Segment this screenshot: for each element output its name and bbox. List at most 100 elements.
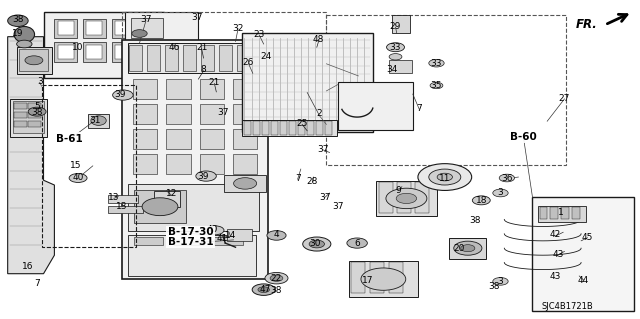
Bar	[227, 229, 252, 241]
Ellipse shape	[472, 196, 490, 205]
Text: 39: 39	[198, 172, 209, 181]
Bar	[128, 235, 256, 276]
Bar	[86, 21, 102, 35]
Ellipse shape	[25, 56, 43, 65]
Ellipse shape	[389, 54, 402, 60]
Text: 43: 43	[550, 272, 561, 281]
Text: 10: 10	[72, 43, 84, 52]
Text: 8: 8	[201, 65, 206, 74]
Bar	[133, 104, 157, 124]
Ellipse shape	[387, 43, 404, 52]
Bar	[128, 43, 259, 73]
Bar	[392, 15, 410, 33]
Bar	[540, 207, 547, 219]
Ellipse shape	[430, 82, 443, 89]
Ellipse shape	[386, 188, 427, 209]
Bar	[561, 207, 569, 219]
Text: SJC4B1721B: SJC4B1721B	[541, 302, 593, 311]
Ellipse shape	[28, 107, 46, 116]
Text: 45: 45	[582, 233, 593, 242]
Text: 16: 16	[22, 262, 33, 271]
Ellipse shape	[418, 164, 472, 190]
Text: 13: 13	[108, 193, 120, 202]
Text: 42: 42	[550, 230, 561, 239]
Bar	[17, 47, 52, 74]
Bar	[14, 121, 27, 127]
Ellipse shape	[196, 171, 216, 181]
Ellipse shape	[234, 178, 257, 189]
Text: 3: 3	[37, 77, 42, 86]
Ellipse shape	[132, 30, 147, 37]
Bar	[83, 42, 106, 62]
Text: 13: 13	[116, 202, 127, 211]
Text: 7: 7	[35, 279, 40, 288]
Text: 30: 30	[309, 239, 321, 248]
Bar	[28, 121, 41, 127]
Bar	[244, 121, 251, 135]
Bar	[389, 262, 403, 293]
Text: 26: 26	[243, 58, 254, 67]
Text: B-61: B-61	[56, 134, 83, 144]
Bar	[129, 45, 142, 71]
Bar	[219, 45, 232, 71]
Text: 21: 21	[196, 43, 207, 52]
Text: 37: 37	[140, 15, 152, 24]
Text: B-60: B-60	[510, 131, 537, 142]
Ellipse shape	[265, 272, 288, 284]
Bar	[58, 21, 74, 35]
Text: 21: 21	[209, 78, 220, 87]
Text: 36: 36	[501, 174, 513, 182]
Bar	[349, 261, 418, 297]
Text: 37: 37	[319, 193, 331, 202]
Text: B-17-30: B-17-30	[168, 227, 214, 237]
Bar	[183, 45, 196, 71]
Bar	[88, 114, 109, 128]
Bar	[233, 154, 257, 174]
Bar	[200, 104, 224, 124]
Ellipse shape	[303, 237, 331, 251]
Ellipse shape	[493, 189, 508, 197]
Text: 41: 41	[217, 234, 228, 243]
Text: 37: 37	[217, 108, 228, 117]
Bar	[214, 237, 243, 245]
Bar	[376, 181, 437, 216]
Ellipse shape	[258, 287, 269, 293]
Text: 9: 9	[396, 186, 401, 195]
Bar	[325, 121, 332, 135]
Ellipse shape	[206, 226, 224, 235]
Ellipse shape	[14, 26, 35, 42]
Bar	[28, 112, 41, 118]
Bar	[289, 121, 296, 135]
Bar	[538, 206, 586, 222]
Bar	[14, 103, 27, 109]
Ellipse shape	[499, 174, 515, 182]
Bar	[28, 103, 41, 109]
Bar	[112, 19, 134, 38]
Text: 25: 25	[296, 119, 308, 128]
Text: 22: 22	[271, 274, 282, 283]
Text: 34: 34	[386, 65, 397, 74]
Ellipse shape	[493, 278, 508, 285]
Bar	[326, 15, 566, 165]
Text: 38: 38	[12, 15, 24, 24]
Bar	[14, 112, 27, 118]
Bar	[200, 129, 224, 149]
Bar	[108, 206, 143, 213]
Text: 19: 19	[12, 29, 24, 38]
Bar	[242, 33, 373, 132]
Bar	[122, 12, 326, 127]
Ellipse shape	[454, 241, 482, 255]
Bar	[280, 121, 287, 135]
Bar	[115, 21, 131, 35]
Text: 37: 37	[317, 145, 329, 154]
Bar	[233, 129, 257, 149]
Text: 40: 40	[72, 173, 84, 182]
Text: 6: 6	[355, 239, 360, 248]
Text: B-17-31: B-17-31	[168, 237, 214, 247]
Bar	[166, 129, 191, 149]
Bar	[370, 262, 384, 293]
Polygon shape	[8, 37, 54, 274]
Text: 33: 33	[390, 43, 401, 52]
Bar	[242, 120, 337, 136]
Bar	[10, 99, 47, 137]
